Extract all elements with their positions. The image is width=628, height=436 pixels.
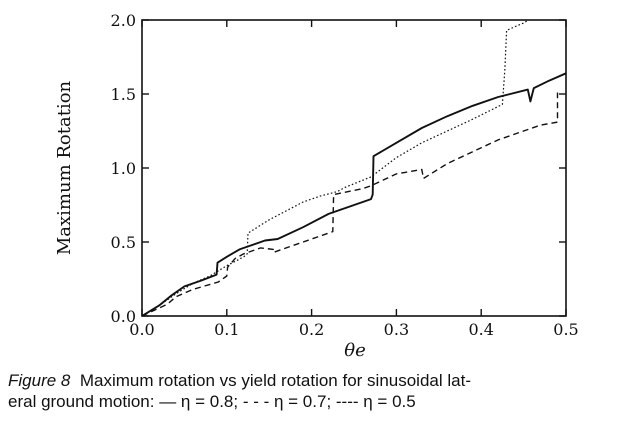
plot-frame — [141, 19, 567, 317]
x-axis-label: θe — [344, 340, 366, 361]
series-line-dotted — [142, 20, 530, 316]
y-tick-label: 2.0 — [111, 11, 136, 30]
x-tick-label: 0.4 — [468, 320, 493, 339]
y-axis-label: Maximum Rotation — [54, 80, 75, 255]
series-line-solid — [142, 72, 566, 316]
y-tick-label: 0.5 — [111, 233, 136, 252]
series-line-dashed — [142, 92, 559, 316]
y-tick-label: 1.5 — [111, 85, 136, 104]
x-tick-label: 0.2 — [299, 320, 324, 339]
y-tick-label: 0.0 — [111, 307, 136, 326]
x-tick-label: 0.0 — [129, 320, 154, 339]
x-tick-label: 0.3 — [384, 320, 409, 339]
caption-line-2: eral ground motion: — η = 0.8; - - - η =… — [8, 392, 416, 411]
chart: 0.0 0.1 0.2 0.3 0.4 0.5 0.0 0.5 1.0 1.5 2.0 Maximu… — [54, 11, 579, 361]
figure-caption: Figure 8 Maximum rotation vs yield rotat… — [8, 370, 620, 412]
x-tick-label: 0.5 — [553, 320, 578, 339]
caption-line-1: Maximum rotation vs yield rotation for s… — [79, 371, 471, 390]
axis-ticks: 0.0 0.1 0.2 0.3 0.4 0.5 0.0 0.5 1.0 1.5 2.0 — [111, 11, 579, 339]
x-tick-label: 0.1 — [214, 320, 239, 339]
series-group — [142, 20, 566, 316]
figure-label: Figure 8 — [8, 371, 71, 390]
y-tick-label: 1.0 — [111, 159, 136, 178]
